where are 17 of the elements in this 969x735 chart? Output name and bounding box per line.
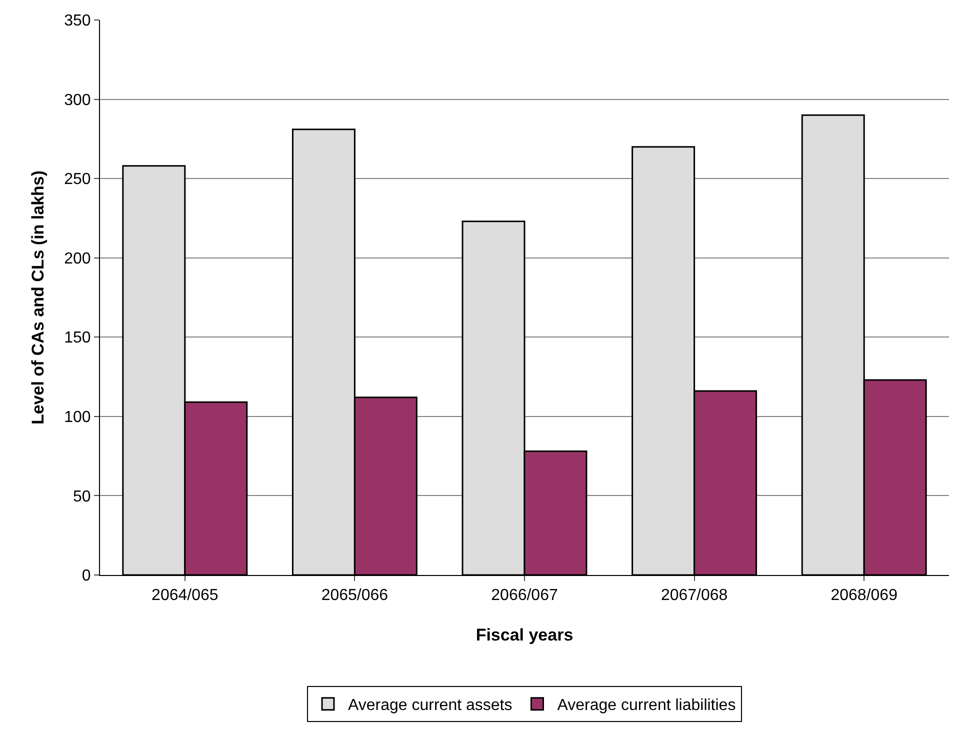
y-tick-label: 50 xyxy=(73,488,91,506)
y-tick-label: 250 xyxy=(64,171,91,188)
y-tick-label: 300 xyxy=(64,92,91,109)
y-tick-label: 200 xyxy=(64,250,91,268)
x-tick-label: 2068/069 xyxy=(830,587,898,604)
x-tick-label: 2065/066 xyxy=(321,587,388,604)
x-tick-label: 2067/068 xyxy=(660,587,728,604)
x-axis-title: Fiscal years xyxy=(476,626,574,645)
x-tick-label: 2064/065 xyxy=(152,587,218,604)
y-tick-label: 150 xyxy=(64,330,91,347)
legend-label: Average current liabilities xyxy=(557,697,736,714)
y-axis-title: Level of CAs and CLs (in lakhs) xyxy=(28,170,48,425)
y-tick-label: 100 xyxy=(64,409,91,426)
x-tick-label: 2066/067 xyxy=(491,587,558,604)
y-tick-label: 350 xyxy=(64,12,91,30)
legend-label: Average current assets xyxy=(348,697,512,714)
y-tick-label: 0 xyxy=(82,568,91,585)
